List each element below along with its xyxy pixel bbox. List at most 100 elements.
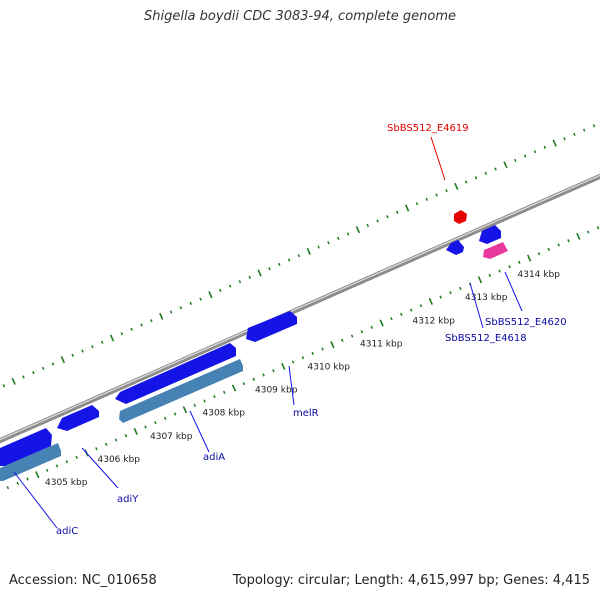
minor-tick (173, 412, 177, 416)
minor-tick (120, 332, 124, 336)
minor-tick (547, 247, 551, 251)
minor-tick (169, 310, 173, 314)
misc-feature (483, 242, 508, 259)
minor-tick (425, 197, 429, 201)
minor-tick (419, 304, 423, 308)
minor-tick (114, 438, 118, 442)
minor-tick (376, 219, 379, 223)
minor-tick (327, 241, 330, 245)
minor-tick (582, 128, 586, 132)
minor-tick (41, 366, 45, 370)
minor-tick (272, 369, 275, 373)
rna-feature (119, 359, 243, 423)
minor-tick (268, 267, 271, 271)
minor-tick (435, 193, 438, 197)
major-tick (454, 182, 459, 190)
genome-backbone-inner (0, 174, 600, 441)
minor-tick (573, 132, 576, 136)
tick-label: 4308 kbp (203, 409, 246, 419)
gene-feature (115, 343, 236, 404)
minor-tick (163, 416, 167, 420)
major-tick (208, 291, 213, 299)
minor-tick (218, 288, 222, 292)
major-tick (257, 269, 262, 277)
minor-tick (124, 434, 128, 438)
minor-tick (498, 269, 501, 273)
major-tick (330, 341, 335, 349)
leader-line (81, 447, 119, 489)
minor-tick (65, 460, 69, 464)
tick-label: 4306 kbp (98, 455, 141, 465)
major-tick (11, 377, 16, 385)
accession-text: Accession: NC_010658 (9, 573, 157, 588)
leader-line (504, 271, 523, 312)
minor-tick (474, 176, 478, 180)
minor-tick (45, 468, 49, 472)
gene-label-adiC: adiC (56, 526, 78, 537)
major-tick (60, 356, 65, 364)
reverse-genes (0, 240, 508, 481)
minor-tick (518, 260, 521, 264)
minor-tick (189, 301, 192, 305)
tick-label: 4307 kbp (150, 432, 193, 442)
tick-label: 4312 kbp (413, 316, 456, 326)
gene-label-adiY: adiY (117, 494, 139, 505)
minor-tick (415, 202, 419, 206)
minor-tick (91, 345, 94, 349)
minor-tick (238, 280, 242, 284)
major-tick (281, 362, 286, 370)
inner-tick-ring (6, 226, 600, 490)
minor-tick (203, 399, 206, 403)
leader-line (13, 471, 58, 529)
minor-tick (543, 145, 547, 149)
major-tick (477, 276, 483, 284)
minor-tick (222, 390, 226, 394)
rna-feature (0, 443, 61, 481)
minor-tick (409, 308, 413, 312)
minor-tick (592, 124, 596, 128)
minor-tick (586, 230, 590, 234)
minor-tick (301, 356, 305, 360)
minor-tick (370, 325, 374, 329)
tick-label: 4305 kbp (45, 478, 88, 488)
minor-tick (464, 180, 468, 184)
minor-tick (242, 382, 246, 386)
minor-tick (6, 486, 10, 490)
tick-label: 4314 kbp (518, 270, 561, 280)
minor-tick (193, 403, 196, 407)
minor-tick (248, 275, 251, 279)
gene-feature (479, 225, 501, 244)
minor-tick (16, 481, 19, 485)
minor-tick (390, 317, 393, 321)
minor-tick (297, 254, 301, 258)
major-tick (379, 319, 384, 327)
minor-tick (22, 375, 25, 379)
minor-tick (287, 258, 291, 262)
minor-tick (140, 323, 143, 327)
minor-tick (567, 239, 570, 243)
major-tick (355, 226, 361, 234)
gene-feature (57, 405, 99, 431)
major-tick (231, 384, 237, 392)
minor-tick (386, 215, 389, 219)
minor-tick (278, 262, 281, 266)
gene-feature (454, 210, 467, 224)
tick-label: 4310 kbp (308, 363, 351, 373)
minor-tick (100, 340, 104, 344)
major-tick (552, 139, 557, 147)
gene-label-SbBS512-E4618: SbBS512_E4618 (445, 333, 527, 344)
tick-label: 4311 kbp (360, 339, 403, 349)
topology-text: Topology: circular; Length: 4,615,997 bp… (232, 573, 590, 588)
gene-label-adiA: adiA (203, 452, 225, 463)
minor-tick (252, 377, 255, 381)
minor-tick (51, 362, 55, 366)
minor-tick (563, 137, 566, 141)
minor-tick (445, 189, 448, 193)
minor-tick (514, 158, 517, 162)
minor-tick (508, 265, 511, 269)
minor-tick (199, 297, 202, 301)
minor-tick (150, 319, 153, 323)
minor-tick (557, 243, 560, 247)
minor-tick (213, 395, 216, 399)
gene-label-SbBS512-E4620: SbBS512_E4620 (485, 317, 567, 328)
